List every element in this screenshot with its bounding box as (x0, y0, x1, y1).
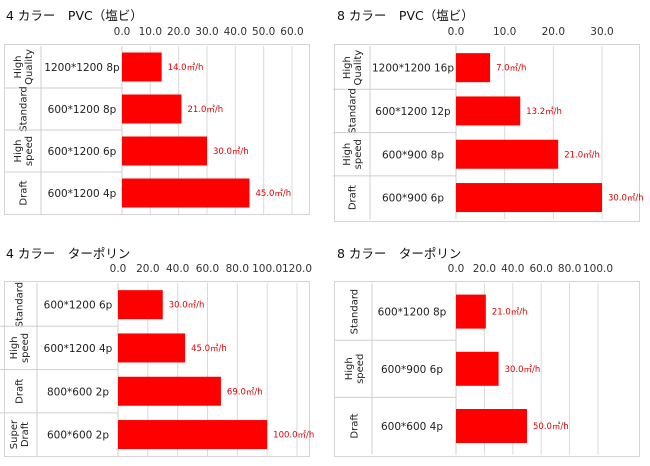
chart-title: 8 カラー ターポリン (337, 246, 462, 261)
x-tick-label: 60.0 (530, 263, 553, 275)
data-label: 45.0㎡/h (191, 344, 227, 354)
x-tick-label: 20.0 (167, 26, 190, 38)
x-tick-label: 40.0 (501, 263, 524, 275)
group-label: Standard (15, 282, 26, 328)
group-label: HighQuality (13, 49, 35, 85)
x-tick-label: 60.0 (280, 26, 303, 38)
bar (118, 290, 163, 320)
x-tick-label: 80.0 (558, 263, 581, 275)
group-label: Highspeed (342, 139, 364, 169)
data-label: 30.0㎡/h (213, 147, 249, 157)
x-tick-label: 60.0 (196, 263, 219, 275)
data-label: 14.0㎡/h (168, 63, 204, 73)
bar (122, 94, 182, 124)
group-label: SuperDraft (9, 419, 31, 449)
data-label: 30.0㎡/h (505, 365, 541, 375)
resolution-label: 1200*1200 16p (372, 63, 454, 75)
group-label: Draft (348, 185, 359, 210)
group-label: Standard (348, 88, 359, 134)
x-tick-label: 40.0 (224, 26, 247, 38)
x-tick-label: 20.0 (542, 26, 565, 38)
group-label: Standard (350, 289, 361, 335)
bar (118, 420, 268, 450)
chart-title: 4 カラー PVC（塩ビ） (6, 8, 143, 23)
x-tick-label: 0.0 (448, 263, 465, 275)
bar (456, 96, 521, 126)
group-label: HighQuality (342, 50, 364, 86)
chart-title: 4 カラー ターポリン (6, 246, 131, 261)
data-label: 30.0㎡/h (169, 301, 205, 311)
bar (122, 52, 162, 82)
data-label: 21.0㎡/h (564, 150, 600, 160)
bar (456, 351, 499, 386)
bar (456, 183, 602, 213)
x-tick-label: 100.0 (252, 263, 282, 275)
x-tick-label: 20.0 (473, 263, 496, 275)
resolution-label: 600*900 6p (381, 364, 443, 376)
data-label: 69.0㎡/h (227, 387, 263, 397)
resolution-label: 600*900 8p (382, 149, 444, 161)
resolution-label: 600*1200 4p (48, 188, 117, 200)
resolution-label: 600*900 6p (382, 193, 444, 205)
group-label: Highspeed (9, 333, 31, 363)
bar (118, 333, 186, 363)
resolution-label: 1200*1200 8p (44, 62, 120, 74)
resolution-label: 600*1200 8p (378, 307, 447, 319)
data-label: 7.0㎡/h (496, 64, 526, 74)
x-tick-label: 0.0 (448, 26, 465, 38)
group-label: Draft (350, 413, 361, 438)
x-tick-label: 80.0 (226, 263, 249, 275)
group-label: Highspeed (13, 136, 35, 166)
data-label: 45.0㎡/h (256, 189, 292, 199)
resolution-label: 600*600 4p (381, 421, 443, 433)
x-tick-label: 30.0 (195, 26, 218, 38)
data-label: 21.0㎡/h (492, 308, 528, 318)
data-label: 30.0㎡/h (608, 194, 644, 204)
bar (456, 139, 559, 169)
chart-title: 8 カラー PVC（塩ビ） (337, 8, 474, 23)
resolution-label: 600*1200 6p (48, 146, 117, 158)
resolution-label: 600*1200 4p (44, 343, 113, 355)
x-tick-label: 0.0 (114, 26, 131, 38)
x-tick-label: 30.0 (590, 26, 613, 38)
group-label: Draft (15, 379, 26, 404)
resolution-label: 600*1200 6p (44, 300, 113, 312)
bar (122, 178, 250, 208)
group-label: Standard (19, 86, 30, 132)
x-tick-label: 10.0 (139, 26, 162, 38)
group-label: Highspeed (344, 354, 366, 384)
bar (456, 53, 491, 83)
bar (456, 409, 527, 443)
x-tick-label: 40.0 (166, 263, 189, 275)
resolution-label: 600*1200 8p (48, 104, 117, 116)
bar (456, 294, 486, 329)
resolution-label: 800*600 2p (47, 386, 109, 398)
resolution-label: 600*600 2p (47, 430, 109, 442)
x-tick-label: 0.0 (110, 263, 127, 275)
x-tick-label: 20.0 (136, 263, 159, 275)
data-label: 13.2㎡/h (526, 107, 562, 117)
x-tick-label: 100.0 (583, 263, 613, 275)
data-label: 21.0㎡/h (188, 105, 224, 115)
bar (118, 376, 221, 406)
bar (122, 136, 207, 166)
x-tick-label: 120.0 (282, 263, 312, 275)
group-label: Draft (19, 180, 30, 205)
data-label: 100.0㎡/h (273, 431, 314, 441)
data-label: 50.0㎡/h (533, 422, 569, 432)
x-tick-label: 10.0 (493, 26, 516, 38)
x-tick-label: 50.0 (252, 26, 275, 38)
resolution-label: 600*1200 12p (375, 106, 451, 118)
